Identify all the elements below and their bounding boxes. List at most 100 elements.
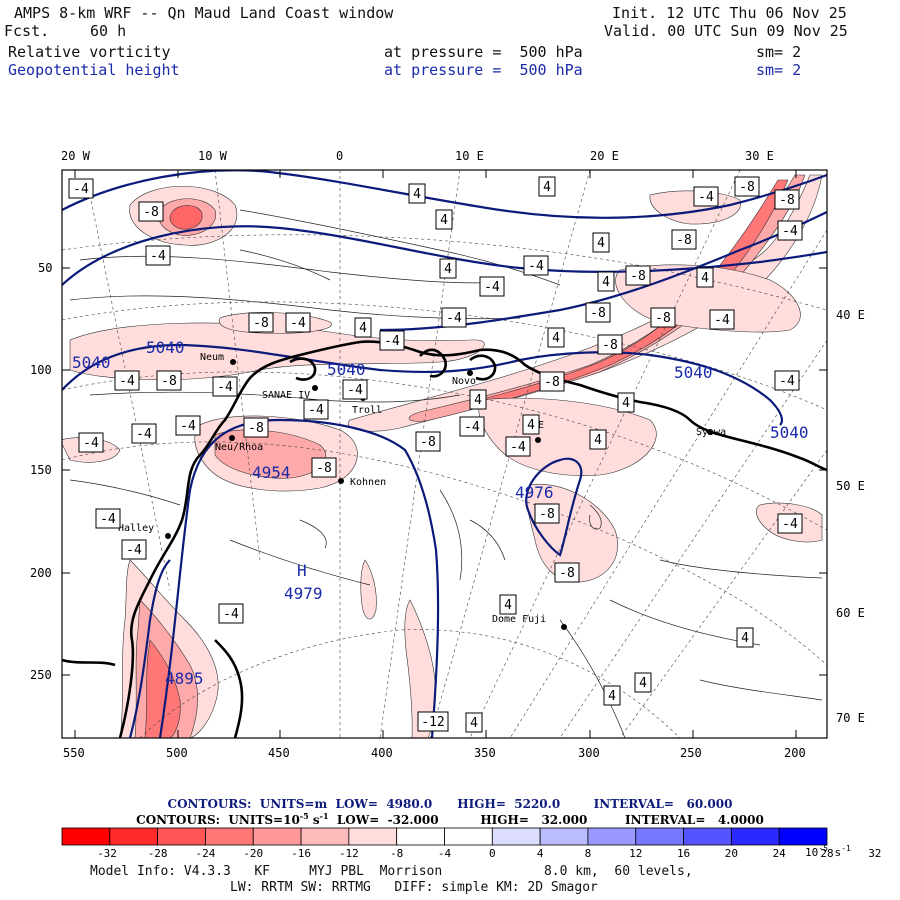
vorticity-value-box: 4: [603, 685, 621, 706]
vorticity-value-box: -8: [534, 503, 560, 524]
x-label-bottom: 300: [578, 746, 600, 760]
colorbar-swatch: [778, 827, 828, 846]
station-dot-novo: [467, 370, 473, 376]
height-label: 5040: [770, 423, 809, 442]
field2-name: Geopotential height: [8, 61, 180, 79]
vorticity-value-box: -8: [774, 189, 800, 210]
forecast-label: Fcst.: [4, 22, 50, 40]
vorticity-value-box: -8: [585, 302, 611, 323]
vorticity-value: 4: [608, 689, 616, 704]
height-label: 5040: [327, 360, 366, 379]
vorticity-value: -8: [739, 180, 755, 195]
field1-level: at pressure = 500 hPa: [384, 43, 583, 61]
map-title: AMPS 8-km WRF -- Qn Maud Land Coast wind…: [14, 4, 394, 22]
vorticity-value: -4: [779, 374, 795, 389]
vorticity-value-box: 4: [465, 712, 483, 733]
vorticity-value-box: -4: [479, 276, 505, 297]
station-label-kohnen: Kohnen: [350, 477, 386, 488]
colorbar-swatch: [205, 827, 254, 846]
colorbar-tick: -28: [148, 847, 168, 860]
vorticity-value-box: -4: [693, 186, 719, 207]
vorticity-value: -8: [559, 566, 575, 581]
vorticity-value-box: -8: [554, 562, 580, 583]
colorbar-swatch: [109, 827, 159, 846]
colorbar-tick: -24: [196, 847, 216, 860]
vorticity-value-box: 4: [589, 429, 607, 450]
vorticity-value: 4: [639, 676, 647, 691]
height-label: 4895: [165, 669, 204, 688]
vorticity-value: 4: [440, 213, 448, 228]
vorticity-value: -4: [698, 190, 714, 205]
vorticity-value: -4: [446, 311, 462, 326]
vorticity-value-box: -4: [78, 432, 104, 453]
vorticity-value-box: -4: [131, 423, 157, 444]
vorticity-value-box: -8: [539, 371, 565, 392]
colorbar-tick: 28: [820, 847, 833, 860]
lon-label-top: 30 E: [745, 149, 774, 163]
vorticity-value: -8: [161, 374, 177, 389]
lon-label-top: 10 W: [198, 149, 228, 163]
station-dot-halley: [165, 533, 171, 539]
vorticity-value: -8: [590, 306, 606, 321]
vorticity-value-box: -8: [671, 229, 697, 250]
vorticity-value-box: -8: [650, 307, 676, 328]
vorticity-value: -8: [248, 421, 264, 436]
vorticity-value-box: -4: [68, 178, 94, 199]
forecast-hours: 60 h: [90, 22, 127, 40]
station-label-dome-fuji: Dome Fuji: [492, 614, 546, 625]
station-dot-sanae: [312, 385, 318, 391]
station-dot-dome-fuji: [561, 624, 567, 630]
vorticity-value: -8: [655, 311, 671, 326]
vorticity-value-box: 4: [408, 183, 426, 204]
vorticity-value-box: 4: [696, 267, 714, 288]
lon-label-top: 20 E: [590, 149, 619, 163]
vorticity-value: 4: [504, 598, 512, 613]
vorticity-value-box: -4: [95, 508, 121, 529]
vorticity-value: 4: [597, 236, 605, 251]
x-label-bottom: 500: [166, 746, 188, 760]
vorticity-value-box: -8: [311, 457, 337, 478]
x-label-bottom: 350: [474, 746, 496, 760]
vorticity-value-box: -4: [441, 307, 467, 328]
vorticity-value-box: 4: [538, 176, 556, 197]
height-label: 5040: [72, 353, 111, 372]
field1-smooth: sm= 2: [756, 43, 802, 61]
lon-label-right: 70 E: [836, 711, 865, 725]
vorticity-value: -8: [316, 461, 332, 476]
vorticity-value: -4: [73, 182, 89, 197]
y-label-left: 100: [30, 363, 52, 377]
vorticity-value: 4: [527, 418, 535, 433]
vorticity-value-box: -8: [734, 176, 760, 197]
vorticity-value-box: 4: [439, 258, 457, 279]
vorticity-value: 4: [741, 631, 749, 646]
vorticity-value-box: -8: [138, 201, 164, 222]
vorticity-value: 4: [413, 187, 421, 202]
lon-label-right: 40 E: [836, 308, 865, 322]
vorticity-value-box: -4: [505, 436, 531, 457]
vorticity-value-box: -4: [175, 415, 201, 436]
station-dot-neu-rhoa: [229, 435, 235, 441]
vorticity-value: 4: [622, 396, 630, 411]
vorticity-value: -8: [779, 193, 795, 208]
height-label: 5040: [674, 363, 713, 382]
vorticity-value-box: -4: [121, 539, 147, 560]
vorticity-value: 4: [543, 180, 551, 195]
vorticity-value: -4: [83, 436, 99, 451]
colorbar-tick: 20: [725, 847, 738, 860]
vorticity-value: 4: [470, 716, 478, 731]
model-info-line2: LW: RRTM SW: RRTMG DIFF: simple KM: 2D S…: [230, 880, 598, 895]
colorbar-swatch: [730, 827, 780, 846]
colorbar-swatch: [348, 827, 398, 846]
colorbar-tick: 24: [773, 847, 787, 860]
x-label-bottom: 250: [680, 746, 702, 760]
lon-label-top: 0: [336, 149, 343, 163]
height-label: 4979: [284, 584, 323, 603]
vorticity-value: -8: [602, 338, 618, 353]
colorbar-swatch: [157, 827, 206, 846]
colorbar-swatch: [491, 827, 541, 846]
vorticity-value-box: 4: [522, 414, 540, 435]
vorticity-value: -8: [420, 435, 436, 450]
vorticity-value-box: -4: [218, 603, 244, 624]
vorticity-value: -4: [290, 316, 306, 331]
vorticity-value-box: 4: [435, 209, 453, 230]
